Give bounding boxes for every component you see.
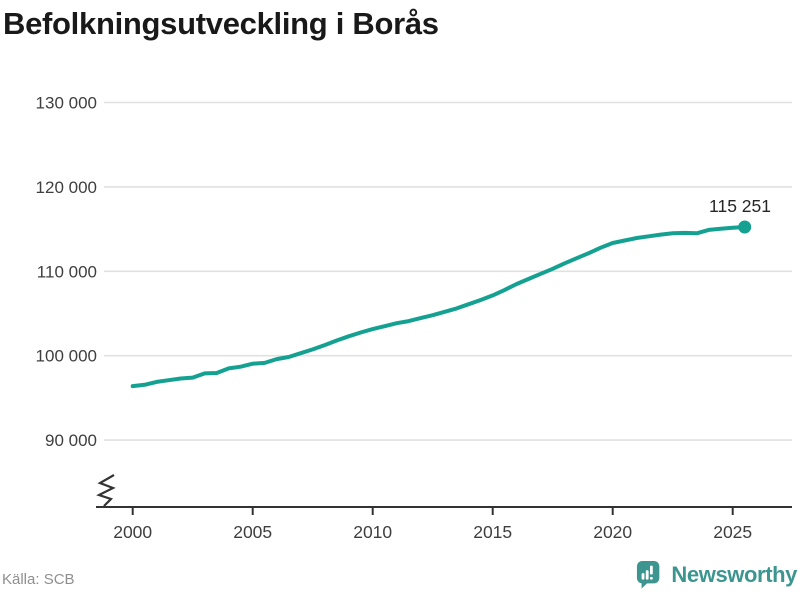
population-line-chart: 90 000 100 000 110 000 120 000 130 000 2000 20… [36, 94, 792, 542]
y-axis-tick-label: 110 000 [37, 262, 97, 281]
newsworthy-bubble-chart-icon [637, 560, 660, 589]
chart-title: Befolkningsutveckling i Borås [3, 6, 439, 41]
x-axis-tick-label: 2000 [113, 522, 152, 542]
x-axis-tick-label: 2015 [473, 522, 512, 542]
source-note: Källa: SCB [2, 571, 75, 588]
population-series-line [130, 225, 747, 389]
x-axis-tick-label: 2025 [713, 522, 752, 542]
y-axis-tick-label: 100 000 [36, 347, 97, 366]
y-axis-tick-label: 90 000 [45, 431, 97, 450]
x-axis-tick-label: 2010 [353, 522, 392, 542]
latest-value-dot [738, 220, 752, 234]
newsworthy-wordmark: Newsworthy [671, 561, 797, 587]
y-axis-tick-label: 120 000 [36, 178, 97, 197]
x-axis-tick-label: 2005 [233, 522, 272, 542]
latest-value-label: 115 251 [709, 196, 771, 216]
y-axis-tick-label: 130 000 [36, 94, 97, 113]
newsworthy-logo: Newsworthy [636, 559, 797, 590]
axis-break-marker [96, 474, 116, 507]
x-axis-tick-label: 2020 [593, 522, 632, 542]
